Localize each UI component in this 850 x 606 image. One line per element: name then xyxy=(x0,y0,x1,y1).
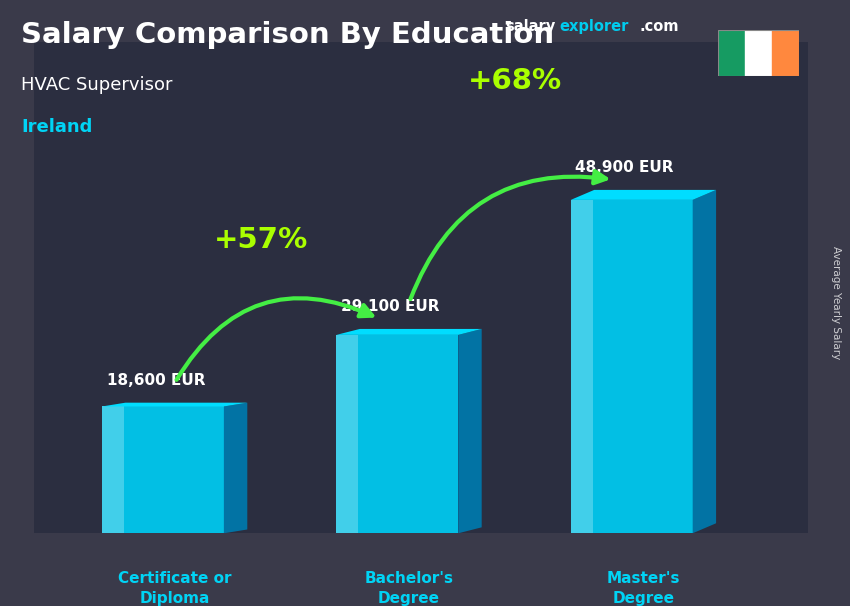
Polygon shape xyxy=(458,329,482,533)
Text: .com: .com xyxy=(639,19,678,35)
Polygon shape xyxy=(102,402,247,407)
Polygon shape xyxy=(337,329,482,335)
Polygon shape xyxy=(337,335,458,533)
Text: Salary Comparison By Education: Salary Comparison By Education xyxy=(21,21,554,49)
Polygon shape xyxy=(224,402,247,533)
Polygon shape xyxy=(102,407,124,533)
Text: Master's
Degree: Master's Degree xyxy=(607,571,680,605)
Text: 18,600 EUR: 18,600 EUR xyxy=(106,373,205,388)
Text: Ireland: Ireland xyxy=(21,118,93,136)
Text: Certificate or
Diploma: Certificate or Diploma xyxy=(118,571,231,605)
Text: explorer: explorer xyxy=(559,19,629,35)
Text: 29,100 EUR: 29,100 EUR xyxy=(341,299,439,314)
Polygon shape xyxy=(102,407,224,533)
Text: HVAC Supervisor: HVAC Supervisor xyxy=(21,76,173,94)
Polygon shape xyxy=(570,200,693,533)
Text: +57%: +57% xyxy=(214,226,309,255)
Bar xyxy=(772,30,799,76)
Polygon shape xyxy=(570,190,716,200)
Text: Bachelor's
Degree: Bachelor's Degree xyxy=(365,571,454,605)
Text: salary: salary xyxy=(506,19,556,35)
Text: 48,900 EUR: 48,900 EUR xyxy=(575,160,674,175)
Polygon shape xyxy=(693,190,716,533)
Polygon shape xyxy=(337,335,359,533)
Text: Average Yearly Salary: Average Yearly Salary xyxy=(830,247,841,359)
Bar xyxy=(745,30,772,76)
Text: +68%: +68% xyxy=(468,67,562,95)
Bar xyxy=(718,30,745,76)
Polygon shape xyxy=(570,200,592,533)
